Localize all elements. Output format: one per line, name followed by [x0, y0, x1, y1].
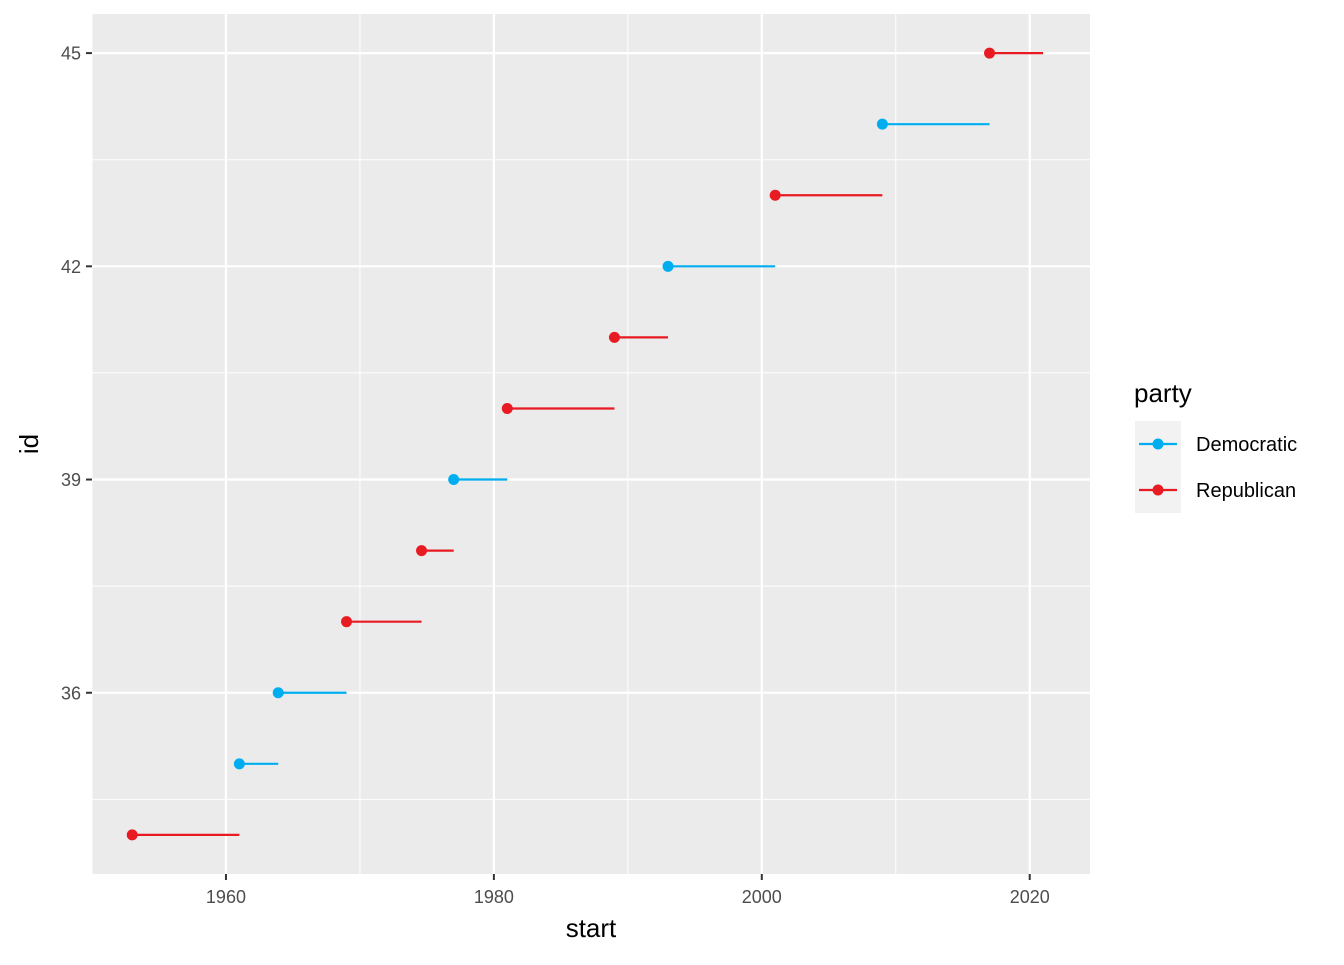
- x-tick-label: 2020: [1010, 887, 1050, 907]
- term-start-point: [984, 47, 996, 59]
- legend-label-democratic: Democratic: [1196, 434, 1297, 456]
- y-tick-label: 42: [61, 257, 81, 277]
- segments: [132, 51, 1044, 837]
- y-axis-title: id: [14, 434, 44, 454]
- y-tick-label: 45: [61, 44, 81, 64]
- legend-key-point-democratic: [1152, 438, 1164, 450]
- term-start-point: [341, 616, 353, 628]
- axis-ticks: [86, 52, 1031, 880]
- points: [126, 47, 996, 841]
- term-start-point: [662, 260, 674, 272]
- term-start-point: [448, 474, 460, 486]
- legend-label-republican: Republican: [1196, 480, 1296, 502]
- term-start-point: [769, 189, 781, 201]
- grid-major: [92, 14, 1090, 874]
- x-tick-label: 1980: [474, 887, 514, 907]
- panel-background: [92, 14, 1090, 874]
- term-start-point: [416, 545, 428, 557]
- y-tick-label: 36: [61, 683, 81, 703]
- term-start-point: [126, 829, 138, 841]
- grid-minor: [91, 14, 1090, 874]
- x-tick-label: 1960: [206, 887, 246, 907]
- term-start-point: [876, 118, 888, 130]
- legend: party Democratic Republican: [1134, 378, 1297, 513]
- term-start-point: [608, 331, 620, 343]
- x-axis-title: start: [566, 913, 617, 943]
- y-tick-label: 39: [61, 470, 81, 490]
- tick-labels: 1960 1980 2000 2020 36 39 42 45: [61, 44, 1050, 907]
- legend-title: party: [1134, 378, 1192, 408]
- x-tick-label: 2000: [742, 887, 782, 907]
- legend-key-point-republican: [1152, 484, 1164, 496]
- term-start-point: [233, 758, 245, 770]
- term-start-point: [501, 402, 513, 414]
- term-start-point: [272, 687, 284, 699]
